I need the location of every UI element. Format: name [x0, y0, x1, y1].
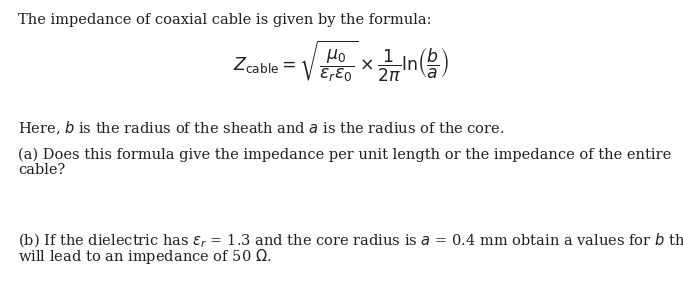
Text: cable?: cable?	[18, 163, 66, 177]
Text: $Z_{\mathrm{cable}} = \sqrt{\dfrac{\mu_0}{\varepsilon_r \varepsilon_0}} \times \: $Z_{\mathrm{cable}} = \sqrt{\dfrac{\mu_0…	[233, 38, 450, 84]
Text: Here, $b$ is the radius of the sheath and $a$ is the radius of the core.: Here, $b$ is the radius of the sheath an…	[18, 120, 505, 137]
Text: The impedance of coaxial cable is given by the formula:: The impedance of coaxial cable is given …	[18, 13, 432, 27]
Text: will lead to an impedance of 50 $\Omega$.: will lead to an impedance of 50 $\Omega$…	[18, 247, 271, 266]
Text: (b) If the dielectric has $\varepsilon_r$ = 1.3 and the core radius is $a$ = 0.4: (b) If the dielectric has $\varepsilon_r…	[18, 232, 683, 250]
Text: (a) Does this formula give the impedance per unit length or the impedance of the: (a) Does this formula give the impedance…	[18, 148, 671, 163]
